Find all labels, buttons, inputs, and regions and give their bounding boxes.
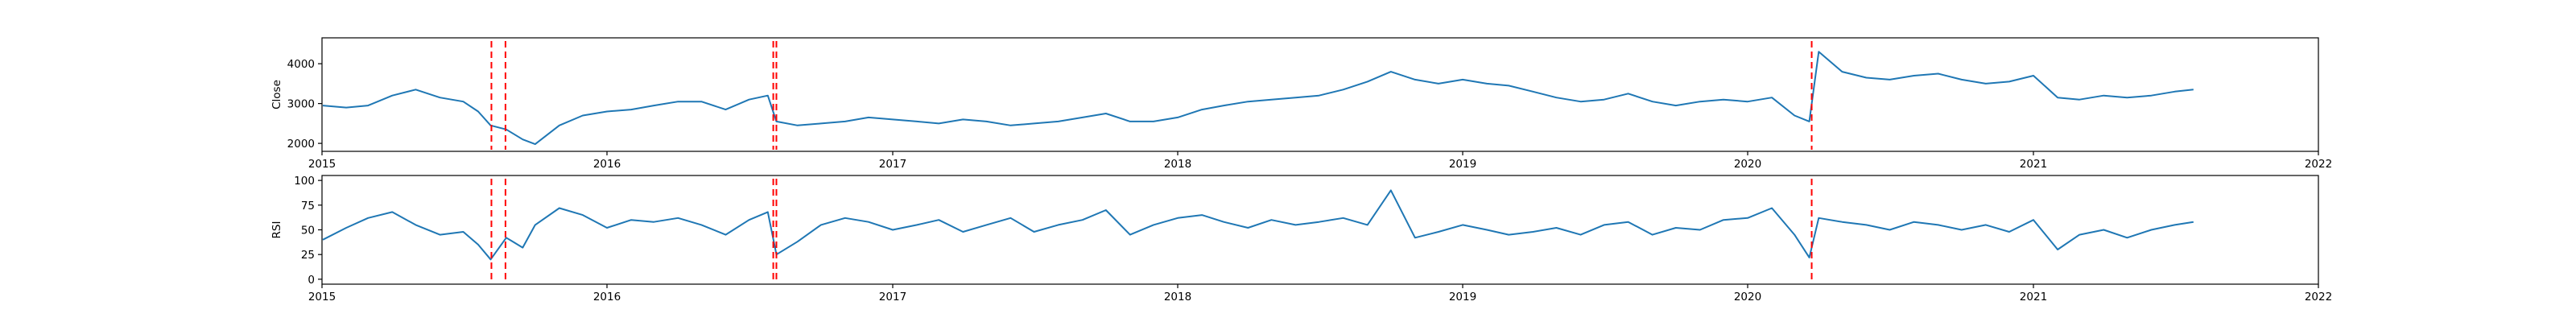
close-y-axis-label: Close (270, 80, 283, 109)
close-plot-area: 2015 2016 2017 2018 2019 2020 2021 2022 2000 3000… (270, 37, 2332, 171)
rsi-y-tick-label: 0 (308, 274, 315, 287)
close-axes-frame (321, 37, 2319, 152)
close-x-tick-label: 2019 (1449, 158, 1476, 171)
close-panel: 2015 2016 2017 2018 2019 2020 2021 2022 2000 3000… (270, 37, 2332, 171)
rsi-y-axis-label: RSI (270, 221, 283, 239)
rsi-y-tick-label: 50 (301, 225, 315, 237)
rsi-y-tick-label: 75 (301, 200, 315, 213)
rsi-x-tick-label: 2020 (1734, 291, 1761, 303)
close-y-tick-label: 3000 (287, 98, 315, 111)
close-x-tick-label: 2018 (1164, 158, 1191, 171)
close-x-tick-label: 2016 (593, 158, 621, 171)
rsi-x-tick-label: 2017 (879, 291, 906, 303)
rsi-x-tick-label: 2018 (1164, 291, 1191, 303)
close-x-tick-label: 2017 (879, 158, 906, 171)
close-y-tick-label: 2000 (287, 138, 315, 151)
rsi-plot-area: 2015 2016 2017 2018 2019 2020 2021 2022 0 25 50 75 1… (270, 175, 2332, 303)
rsi-x-tick-label: 2021 (2020, 291, 2047, 303)
close-y-tick-label: 4000 (287, 58, 315, 71)
close-x-tick-label: 2022 (2305, 158, 2332, 171)
rsi-x-tick-label: 2016 (593, 291, 621, 303)
rsi-y-tick-label: 25 (301, 249, 315, 262)
rsi-x-tick-label: 2015 (308, 291, 336, 303)
rsi-x-tick-label: 2019 (1449, 291, 1476, 303)
close-x-tick-label: 2021 (2020, 158, 2047, 171)
rsi-y-tick-label: 100 (294, 175, 315, 188)
rsi-panel: 2015 2016 2017 2018 2019 2020 2021 2022 0 25 50 75 1… (270, 175, 2332, 303)
rsi-x-tick-label: 2022 (2305, 291, 2332, 303)
close-x-tick-label: 2015 (308, 158, 336, 171)
rsi-series-line (322, 189, 2194, 261)
close-series-line (322, 51, 2194, 146)
close-x-tick-label: 2020 (1734, 158, 1761, 171)
